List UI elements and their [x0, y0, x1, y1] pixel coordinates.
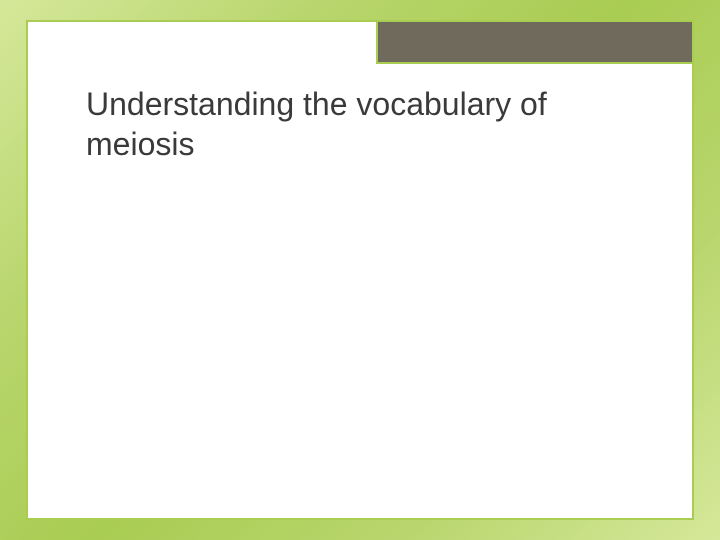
content-panel: Understanding the vocabulary of meiosis [26, 20, 694, 520]
header-accent-block [376, 20, 694, 64]
slide-title: Understanding the vocabulary of meiosis [86, 84, 652, 164]
